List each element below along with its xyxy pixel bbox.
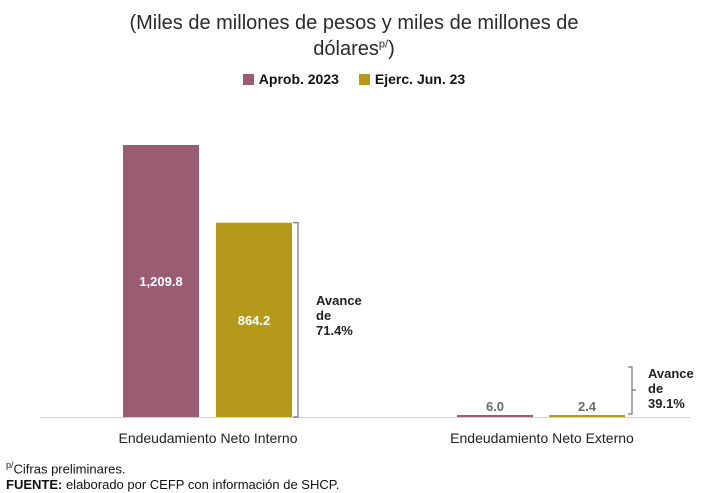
annotation-1-line-0: Avance — [648, 366, 694, 381]
source-note: FUENTE: elaborado por CEFP con informaci… — [6, 477, 340, 493]
data-label-aprob-1: 6.0 — [486, 399, 504, 414]
legend-label-aprob: Aprob. 2023 — [258, 71, 339, 87]
bracket-externo — [628, 366, 636, 415]
chart-title: (Miles de millones de pesos y miles de m… — [0, 10, 708, 62]
chart-title-line1: (Miles de millones de pesos y miles de m… — [129, 12, 579, 34]
legend-item-ejerc: Ejerc. Jun. 23 — [358, 71, 466, 87]
annotation-1-line-2: 39.1% — [648, 396, 685, 411]
bar-ejerc-1 — [549, 415, 625, 417]
legend-swatch-ejerc — [358, 73, 370, 85]
preliminary-note: p/Cifras preliminares. — [6, 460, 126, 477]
bar-aprob-0 — [123, 145, 199, 417]
data-label-ejerc-1: 2.4 — [578, 399, 597, 414]
annotation-0-line-1: de — [316, 308, 331, 323]
annotation-1-line-1: de — [648, 381, 663, 396]
category-label-1: Endeudamiento Neto Externo — [450, 430, 634, 446]
legend-label-ejerc: Ejerc. Jun. 23 — [374, 71, 466, 87]
chart-legend: Aprob. 2023 Ejerc. Jun. 23 — [0, 71, 708, 87]
legend-swatch-aprob — [242, 73, 254, 85]
footnotes: p/Cifras preliminares. FUENTE: elaborado… — [6, 457, 339, 493]
category-label-0: Endeudamiento Neto Interno — [118, 430, 297, 446]
annotation-0-line-0: Avance — [316, 293, 362, 308]
bar-aprob-1 — [457, 415, 533, 417]
data-label-aprob-0: 1,209.8 — [139, 274, 182, 289]
bar-ejerc-0 — [216, 222, 292, 417]
bracket-interno — [293, 222, 299, 418]
annotation-0-line-2: 71.4% — [316, 323, 353, 338]
data-label-ejerc-0: 864.2 — [238, 313, 271, 328]
legend-item-aprob: Aprob. 2023 — [242, 71, 339, 87]
chart-title-line2: dólaresp/) — [313, 38, 395, 60]
